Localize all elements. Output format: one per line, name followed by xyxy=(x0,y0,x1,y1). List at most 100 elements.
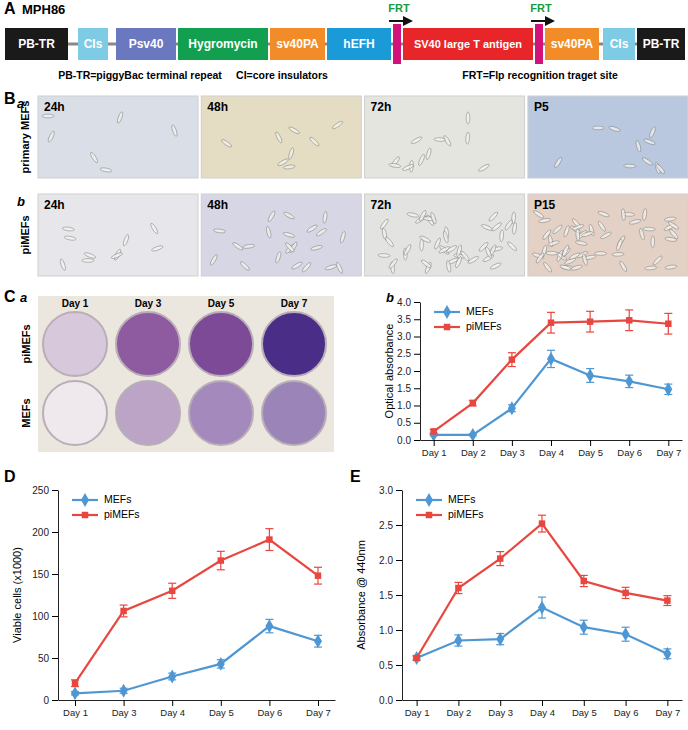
error-bar-cap xyxy=(622,598,630,599)
plate xyxy=(43,381,107,445)
x-tick: Day 4 xyxy=(530,700,555,718)
cell-decoration xyxy=(581,231,594,238)
tick-label: 2.5 xyxy=(397,348,411,359)
cell-decoration xyxy=(635,140,642,153)
y-tick: 0.0 xyxy=(397,435,420,446)
error-bar-cap xyxy=(168,583,176,584)
y-tick: 2.0 xyxy=(397,366,420,377)
tick-label: Day 3 xyxy=(112,707,137,718)
error-bar-cap xyxy=(217,569,225,570)
error-bar xyxy=(580,620,588,634)
series-line xyxy=(434,320,669,431)
cell-decoration xyxy=(643,227,655,231)
cell-decoration xyxy=(454,256,462,268)
error-bar xyxy=(508,353,516,367)
cell-decoration xyxy=(47,130,55,142)
micrograph-frame xyxy=(201,96,361,178)
error-bar-cap xyxy=(120,604,128,605)
cell-decoration xyxy=(568,252,580,261)
cell-decoration xyxy=(410,136,422,145)
tick-label: Day 7 xyxy=(655,707,680,718)
cell-decoration xyxy=(466,112,470,124)
cell-decoration xyxy=(655,163,666,174)
y-tick: 0.5 xyxy=(397,417,420,428)
cell-decoration xyxy=(597,220,607,232)
error-bar xyxy=(625,375,633,387)
construct-element: CIs xyxy=(603,28,635,60)
cell-decoration xyxy=(641,157,653,167)
point xyxy=(169,588,175,594)
tick-label: 1.5 xyxy=(379,590,393,601)
tick-mark xyxy=(75,700,76,706)
plate xyxy=(116,381,180,445)
micrograph-frame xyxy=(38,194,198,276)
cell-decoration xyxy=(283,231,296,238)
cell-decoration xyxy=(301,262,312,273)
cell-decoration xyxy=(499,230,503,242)
cell-decoration xyxy=(171,124,178,137)
tick-mark xyxy=(414,302,420,303)
micrograph: 48h xyxy=(201,194,361,276)
cell-decoration xyxy=(552,224,563,235)
cell-decoration xyxy=(310,245,323,252)
tick-label: Day 1 xyxy=(405,707,430,718)
tick-mark xyxy=(396,490,402,491)
cell-decoration xyxy=(643,138,656,146)
point xyxy=(539,520,545,526)
error-bar xyxy=(622,627,630,641)
construct-element: CIs xyxy=(78,28,108,60)
frt-arrow xyxy=(389,20,411,22)
cell-decoration xyxy=(420,259,432,269)
cell-decoration xyxy=(612,252,624,256)
x-tick: Day 3 xyxy=(112,700,137,718)
tick-mark xyxy=(52,490,58,491)
x-axis: Day 1Day 3Day 4Day 5Day 6Day 7 xyxy=(59,700,336,718)
legend: MEFspiMEFs xyxy=(416,493,484,520)
tick-mark xyxy=(396,525,402,526)
point xyxy=(430,428,436,434)
cell-decoration xyxy=(339,231,346,244)
cell-decoration xyxy=(538,218,550,224)
chart: 0.00.51.01.52.02.53.03.54.0Day 1Day 2Day… xyxy=(383,297,683,458)
tick-label: 1.0 xyxy=(397,400,411,411)
construct-element: PB-TR xyxy=(5,28,68,60)
tick-label: 2.5 xyxy=(379,520,393,531)
tick-label: 100 xyxy=(32,611,49,622)
construct-box xyxy=(5,28,68,60)
cell-decoration xyxy=(615,239,623,251)
point xyxy=(470,400,476,406)
legend-marker xyxy=(443,305,451,319)
y-tick: 4.0 xyxy=(397,297,420,308)
cell-decoration xyxy=(325,264,338,271)
tick-label: Day 4 xyxy=(160,707,185,718)
error-bar-cap xyxy=(663,595,671,596)
construct-box xyxy=(178,28,268,60)
cell-decoration xyxy=(417,154,425,166)
construct-box xyxy=(327,28,391,60)
construct-box-label: sv40PA xyxy=(551,37,594,51)
cell-decoration xyxy=(288,126,300,135)
error-bar-cap xyxy=(547,350,555,351)
cell-decoration xyxy=(266,226,272,239)
point xyxy=(454,634,462,648)
cell-decoration xyxy=(335,262,344,274)
plate-row-label: piMEFs xyxy=(20,324,32,363)
point xyxy=(217,657,225,671)
figure: ABabCabDEMPH86PB-TRCIsPsv40Hygromycinsv4… xyxy=(0,0,688,730)
error-bar xyxy=(71,680,79,687)
tick-mark xyxy=(396,630,402,631)
point xyxy=(548,319,554,325)
plate-column-label: Day 1 xyxy=(62,298,89,309)
legend-label: MEFs xyxy=(448,493,475,505)
y-tick: 1.0 xyxy=(379,625,402,636)
tick-label: Day 6 xyxy=(617,447,642,458)
error-bar xyxy=(580,575,588,586)
tick-mark xyxy=(414,388,420,389)
x-tick: Day 7 xyxy=(655,700,680,718)
point xyxy=(538,601,546,615)
tick-mark xyxy=(667,700,668,706)
error-bar-cap xyxy=(454,593,462,594)
x-tick: Day 7 xyxy=(656,440,681,458)
cell-decoration xyxy=(619,260,628,272)
cell-decoration xyxy=(668,221,680,231)
